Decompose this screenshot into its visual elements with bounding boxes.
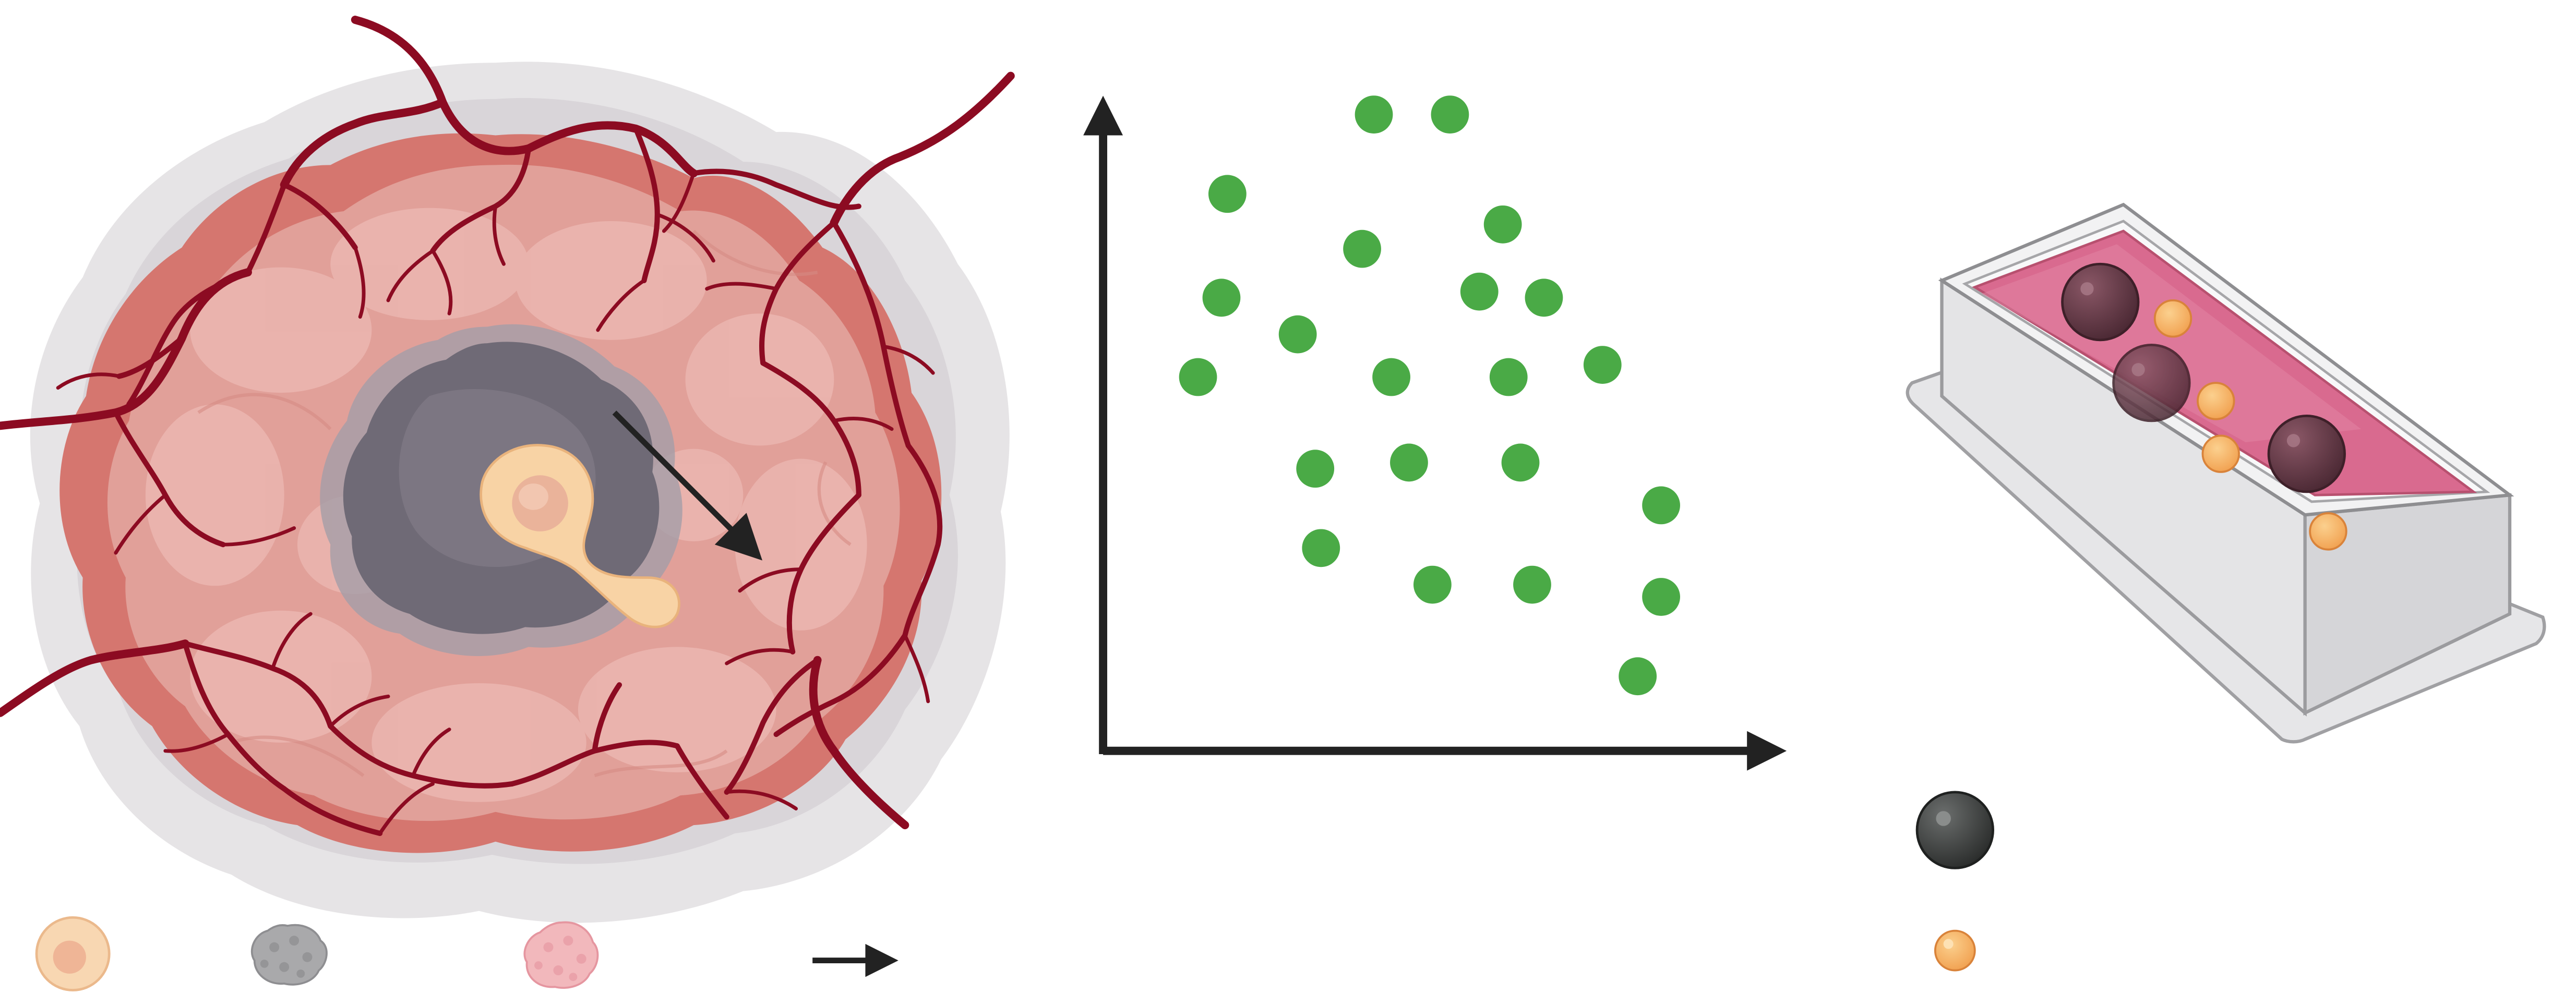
scatter-point-6 <box>1202 279 1241 317</box>
y-axis <box>1083 95 1123 755</box>
small-particle-icon <box>1934 929 1976 972</box>
scatter-point-12 <box>1489 358 1528 396</box>
scatter-point-1 <box>1355 95 1393 134</box>
scatter-point-20 <box>1513 565 1551 604</box>
scatter-point-16 <box>1501 443 1540 482</box>
scatter-point-4 <box>1483 205 1522 244</box>
scatter-point-17 <box>1642 486 1680 525</box>
migrating-tumor-cell <box>480 444 680 628</box>
gel-tray-device <box>1906 202 2546 744</box>
scatter-point-11 <box>1372 358 1410 396</box>
viable-cell-cluster-icon <box>523 921 599 989</box>
scatter-plot <box>1083 95 1787 771</box>
tumor-legend <box>35 916 898 991</box>
scatter-point-8 <box>1525 279 1563 317</box>
x-axis <box>1103 731 1787 771</box>
migration-arrow-icon <box>812 943 898 977</box>
scatter-point-2 <box>1431 95 1469 134</box>
scatter-point-5 <box>1343 229 1381 268</box>
large-beads <box>2061 262 2346 493</box>
migration-arrow <box>612 410 763 561</box>
blood-vessel-network <box>0 16 1015 836</box>
tumor-cell-icon <box>35 916 111 991</box>
necrotic-cluster-icon <box>250 924 328 986</box>
bead-legend <box>1915 791 1994 972</box>
scatter-point-3 <box>1208 175 1247 213</box>
scatter-points <box>1179 95 1680 696</box>
scatter-point-9 <box>1278 315 1317 354</box>
scatter-point-22 <box>1619 657 1657 696</box>
large-bead-icon <box>1915 791 1994 869</box>
scatter-point-15 <box>1390 443 1428 482</box>
small-particles <box>2153 299 2347 551</box>
scatter-point-10 <box>1179 358 1217 396</box>
scatter-point-7 <box>1460 272 1499 311</box>
scatter-point-13 <box>1583 346 1622 384</box>
scatter-point-14 <box>1296 450 1335 488</box>
scatter-point-21 <box>1642 578 1680 616</box>
scatter-point-19 <box>1413 565 1452 604</box>
tumor-spheroid <box>0 16 1015 923</box>
scatter-point-18 <box>1302 529 1340 567</box>
